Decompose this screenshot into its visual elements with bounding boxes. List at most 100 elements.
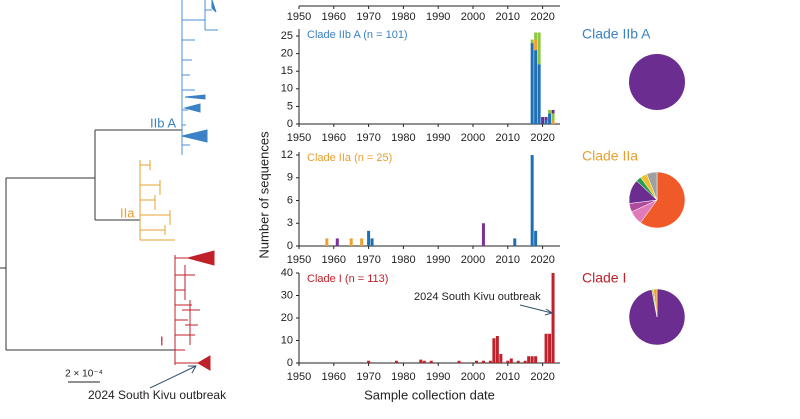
bar	[523, 360, 527, 363]
pie-title: Clade I	[582, 270, 626, 286]
y-tick-label: 20	[281, 312, 293, 324]
panel-title: Clade IIb A (n = 101)	[307, 29, 408, 41]
y-tick-label: 0	[287, 118, 293, 130]
bar	[481, 360, 485, 363]
bar	[537, 32, 541, 65]
pie-slice	[653, 288, 658, 318]
pie-slice	[629, 54, 685, 110]
x-tick-label: 2010	[496, 371, 520, 383]
x-tick-label: 1990	[426, 371, 450, 383]
x-tick-label: 1960	[322, 132, 346, 144]
bar	[370, 238, 374, 246]
bar	[474, 360, 478, 363]
x-tick-label: 1990	[426, 132, 450, 144]
x-tick-label: 2020	[530, 371, 554, 383]
bar	[551, 273, 555, 363]
y-tick-label: 0	[287, 357, 293, 369]
y-tick-label: 15	[281, 65, 293, 77]
bar	[548, 109, 552, 114]
y-tick-label: 10	[281, 83, 293, 95]
x-tick-label: 1990	[426, 254, 450, 266]
bar	[481, 223, 485, 246]
bar	[506, 360, 510, 363]
y-tick-label: 0	[287, 240, 293, 252]
bar	[544, 116, 548, 121]
clade-iib-tree	[181, 0, 218, 155]
y-tick-label: 40	[281, 267, 293, 279]
x-tick-label: 2010	[496, 11, 520, 23]
x-tick-label: 2020	[530, 132, 554, 144]
x-tick-label: 2000	[461, 11, 485, 23]
bar	[419, 359, 423, 363]
tree	[0, 0, 218, 389]
bar	[530, 43, 534, 124]
x-tick-label: 1980	[391, 254, 415, 266]
bar	[457, 360, 461, 363]
x-tick-label: 1980	[391, 371, 415, 383]
x-tick-label: 1950	[287, 11, 311, 23]
clade-iia-tree	[139, 160, 175, 241]
x-tick-label: 1970	[356, 254, 380, 266]
bar	[530, 155, 534, 246]
bar	[429, 360, 433, 363]
bar	[492, 338, 496, 363]
x-tick-label: 2010	[496, 132, 520, 144]
pie-title: Clade IIa	[582, 148, 638, 164]
bar	[335, 238, 339, 246]
bar	[551, 113, 555, 121]
y-tick-label: 5	[287, 100, 293, 112]
scale-label: 2 × 10⁻⁴	[65, 369, 103, 380]
tree-label: I	[160, 333, 164, 348]
tree-label: IIa	[120, 205, 135, 220]
x-tick-label: 1990	[426, 11, 450, 23]
bar	[422, 360, 426, 363]
x-tick-label: 1950	[287, 254, 311, 266]
annotation-arrow	[519, 304, 554, 316]
bar	[530, 356, 534, 363]
bar	[548, 113, 552, 124]
bar	[527, 356, 531, 363]
x-tick-label: 2000	[461, 132, 485, 144]
bar	[548, 333, 552, 363]
bar	[495, 336, 499, 363]
x-tick-label: 1960	[322, 254, 346, 266]
clade-i-tree	[174, 255, 200, 365]
bar	[349, 238, 353, 246]
pie-slice	[646, 171, 658, 201]
bar	[541, 116, 545, 124]
x-tick-label: 2010	[496, 254, 520, 266]
bar	[551, 109, 555, 114]
x-tick-label: 2000	[461, 254, 485, 266]
x-tick-label: 2000	[461, 371, 485, 383]
clade-i-collapsed	[186, 250, 215, 371]
bar	[394, 360, 398, 363]
x-tick-label: 1970	[356, 11, 380, 23]
x-tick-label: 1960	[322, 371, 346, 383]
y-tick-label: 10	[281, 334, 293, 346]
bar	[534, 32, 538, 40]
bar	[367, 360, 371, 363]
bar	[513, 238, 517, 246]
tree-label: IIb A	[150, 115, 176, 130]
x-tick-label: 2020	[530, 11, 554, 23]
annotation: 2024 South Kivu outbreak	[414, 291, 541, 303]
x-tick-label: 1970	[356, 132, 380, 144]
x-tick-label: 1950	[287, 132, 311, 144]
y-tick-label: 9	[287, 172, 293, 184]
x-tick-label: 1970	[356, 371, 380, 383]
clade-iib-collapsed	[181, 0, 217, 143]
tree-backbone	[0, 129, 182, 351]
x-axis-label: Sample collection date	[364, 387, 495, 402]
bar	[325, 238, 329, 246]
bar	[534, 230, 538, 246]
bar	[367, 230, 371, 246]
x-tick-label: 1960	[322, 11, 346, 23]
x-tick-label: 1950	[287, 371, 311, 383]
bar	[544, 333, 548, 363]
y-tick-label: 25	[281, 30, 293, 42]
y-tick-label: 30	[281, 289, 293, 301]
bar	[509, 358, 513, 363]
bar	[534, 50, 538, 124]
bar	[551, 120, 555, 124]
x-tick-label: 2020	[530, 254, 554, 266]
